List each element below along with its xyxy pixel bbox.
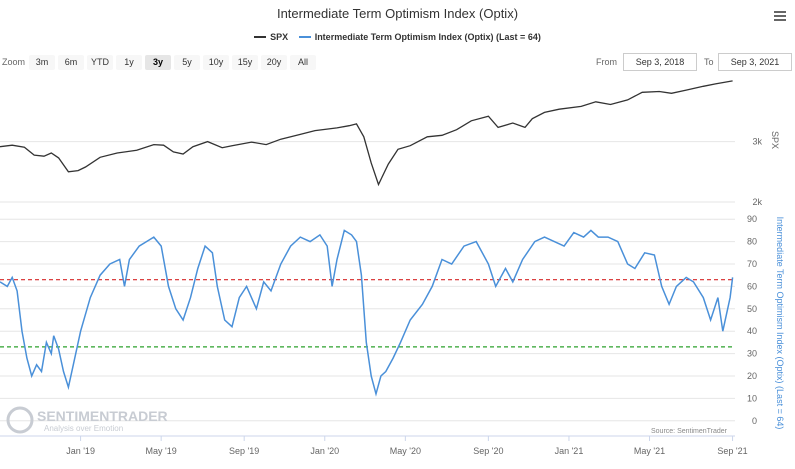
optix-tick-label: 90 (747, 214, 757, 224)
optix-series-line (0, 230, 733, 394)
spx-tick-label: 2k (752, 197, 762, 207)
optix-axis-title: Intermediate Term Optimism Index (Optix)… (775, 217, 785, 430)
optix-tick-label: 20 (747, 371, 757, 381)
optix-tick-label: 50 (747, 304, 757, 314)
optix-tick-label: 10 (747, 393, 757, 403)
optix-tick-label: 80 (747, 237, 757, 247)
x-tick-label: Jan '19 (66, 446, 95, 456)
spx-tick-label: 3k (752, 137, 762, 147)
x-tick-label: Jan '21 (555, 446, 584, 456)
optix-tick-label: 60 (747, 281, 757, 291)
x-tick-label: May '20 (390, 446, 421, 456)
x-tick-label: Jan '20 (310, 446, 339, 456)
optix-tick-label: 40 (747, 326, 757, 336)
watermark-name: SENTIMENTRADER (37, 408, 168, 424)
spx-series-line (0, 81, 733, 185)
x-tick-label: May '21 (634, 446, 665, 456)
watermark-tagline: Analysis over Emotion (44, 424, 123, 433)
optix-tick-label: 0 (752, 416, 757, 426)
optix-tick-label: 30 (747, 349, 757, 359)
watermark-logo-icon (8, 408, 32, 432)
spx-axis-title: SPX (770, 131, 780, 149)
optix-tick-label: 70 (747, 259, 757, 269)
x-tick-label: Sep '19 (229, 446, 259, 456)
x-tick-label: Sep '21 (717, 446, 747, 456)
chart-svg: 3k 2k 0 10 20 30 40 50 60 70 80 90 Jan '19 May '19 Sep… (0, 0, 795, 469)
x-tick-label: May '19 (146, 446, 177, 456)
x-tick-label: Sep '20 (473, 446, 503, 456)
source-label: Source: SentimenTrader (651, 428, 728, 435)
